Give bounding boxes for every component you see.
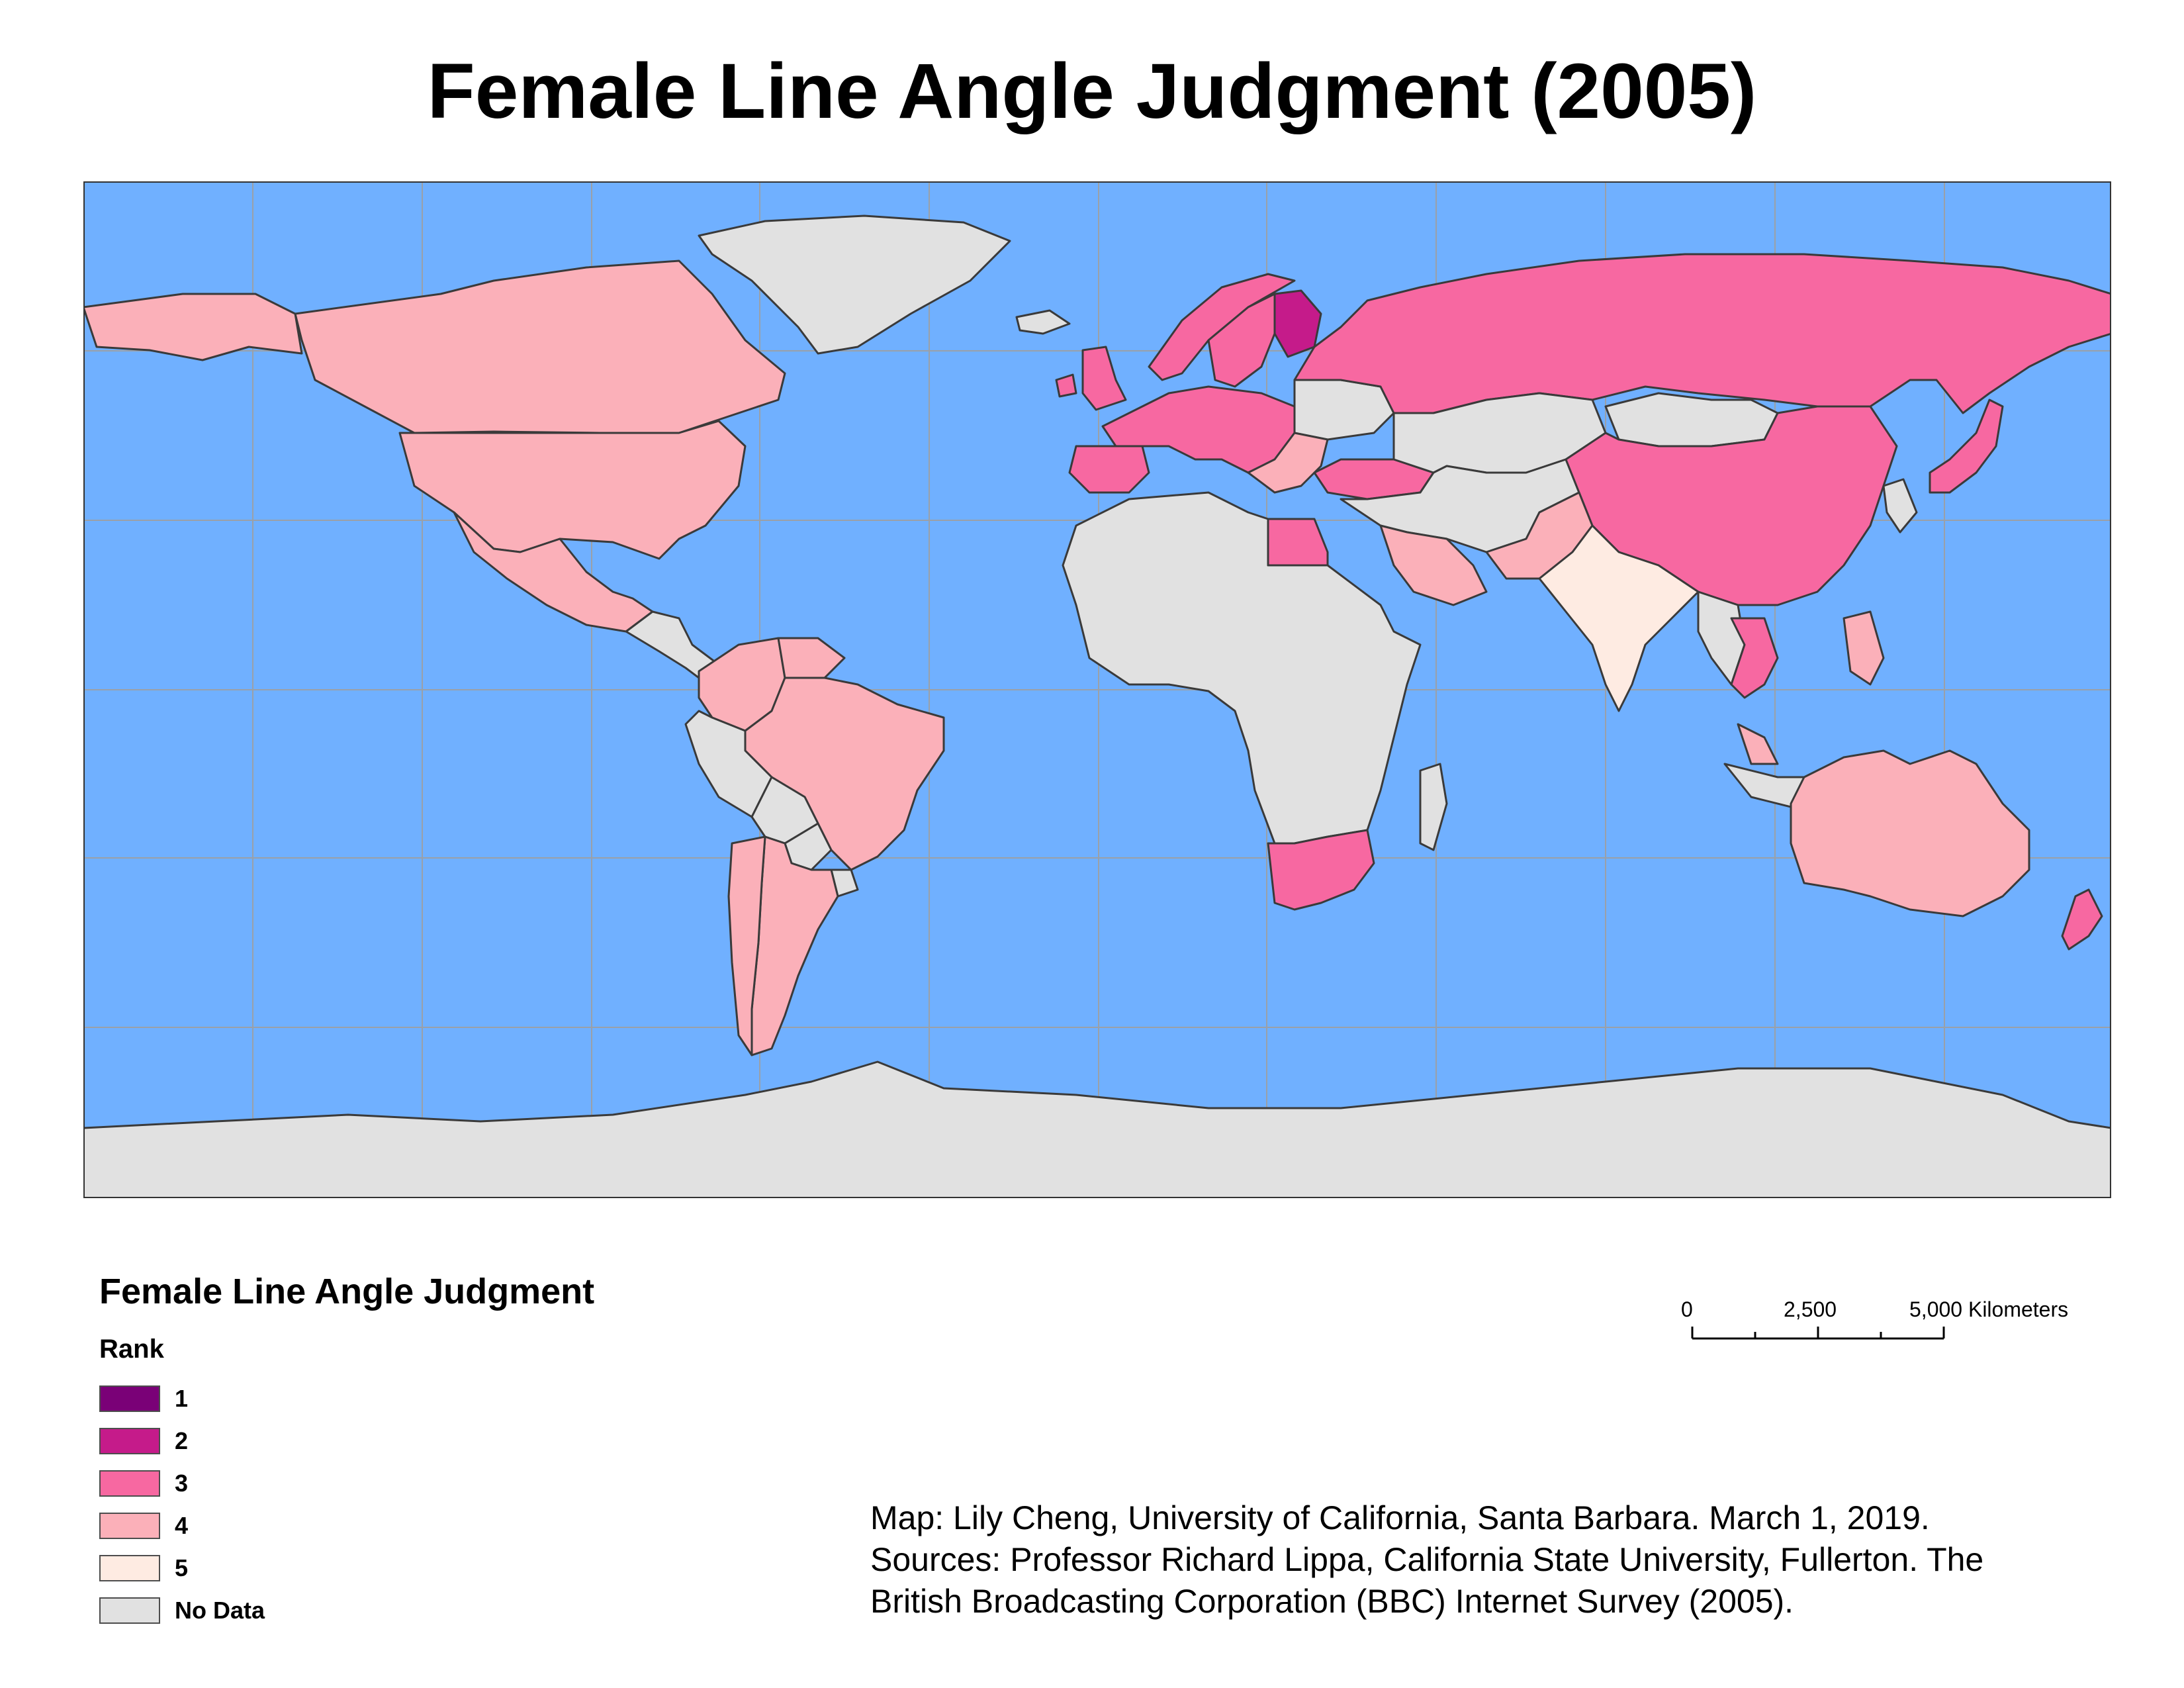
Saudi Arabia[interactable] <box>1379 524 1488 606</box>
Philippines[interactable] <box>1843 610 1885 686</box>
South Africa[interactable] <box>1267 829 1375 911</box>
Venezuela[interactable] <box>777 637 846 679</box>
legend-swatch <box>99 1385 160 1412</box>
Greenland[interactable] <box>698 214 1011 355</box>
Madagascar[interactable] <box>1419 763 1448 851</box>
map-border <box>83 181 2111 1198</box>
Iberia[interactable] <box>1068 445 1150 494</box>
Chile[interactable] <box>727 835 766 1056</box>
Antarctica[interactable] <box>83 1060 2111 1198</box>
Japan[interactable] <box>1929 399 2004 494</box>
Ireland[interactable] <box>1055 373 1077 398</box>
United Kingdom[interactable] <box>1081 346 1127 411</box>
legend: Female Line Angle Judgment Rank 1 2 3 4 … <box>99 1271 594 1632</box>
legend-item-rank-4: 4 <box>99 1505 594 1547</box>
map-title: Female Line Angle Judgment (2005) <box>427 48 1757 135</box>
Iceland[interactable] <box>1015 309 1071 335</box>
legend-swatch <box>99 1597 160 1624</box>
legend-item-rank-1: 1 <box>99 1378 594 1420</box>
credits-line-1: Map: Lily Cheng, University of Californi… <box>870 1499 1930 1536</box>
legend-swatch <box>99 1513 160 1539</box>
Korea[interactable] <box>1882 478 1918 534</box>
legend-swatch <box>99 1470 160 1497</box>
scale-label-0: 0 <box>1681 1297 1693 1321</box>
legend-swatch <box>99 1555 160 1581</box>
Thailand[interactable] <box>1730 617 1779 699</box>
legend-label: No Data <box>175 1597 265 1624</box>
Canada[interactable] <box>294 259 786 434</box>
India[interactable] <box>1538 524 1700 712</box>
legend-swatch <box>99 1428 160 1454</box>
legend-subtitle: Rank <box>99 1335 164 1364</box>
scale-bar: 0 2,500 5,000 Kilometers <box>1681 1297 2068 1350</box>
Balkans[interactable] <box>1247 432 1329 494</box>
Mongolia[interactable] <box>1604 392 1779 447</box>
legend-list: 1 2 3 4 5 No Data <box>99 1378 594 1632</box>
world-map-canvas <box>83 181 2111 1198</box>
scale-label-5000: 5,000 Kilometers <box>1909 1297 2069 1321</box>
New Zealand[interactable] <box>2061 888 2103 951</box>
legend-label: 3 <box>175 1470 189 1497</box>
legend-item-no-data: No Data <box>99 1589 594 1632</box>
legend-label: 1 <box>175 1385 189 1412</box>
Malaysia[interactable] <box>1737 723 1779 765</box>
Australia[interactable] <box>1790 749 2030 917</box>
scale-label-2500: 2,500 <box>1784 1297 1837 1321</box>
map-credits: Map: Lily Cheng, University of Californi… <box>870 1497 2115 1622</box>
credits-line-2: Sources: Professor Richard Lippa, Califo… <box>870 1541 1984 1578</box>
legend-label: 2 <box>175 1427 189 1454</box>
legend-item-rank-5: 5 <box>99 1547 594 1589</box>
Sweden[interactable] <box>1207 293 1276 388</box>
legend-item-rank-2: 2 <box>99 1420 594 1462</box>
Egypt[interactable] <box>1267 518 1329 567</box>
legend-title: Female Line Angle Judgment <box>99 1272 595 1311</box>
world-map[interactable] <box>83 181 2111 1198</box>
scale-bar-ruler <box>1691 1327 1945 1340</box>
legend-label: 5 <box>175 1554 189 1581</box>
Norway[interactable] <box>1148 273 1296 381</box>
legend-item-rank-3: 3 <box>99 1462 594 1505</box>
legend-label: 4 <box>175 1512 189 1539</box>
credits-line-3: British Broadcasting Corporation (BBC) I… <box>870 1583 1794 1620</box>
Mexico[interactable] <box>453 511 654 633</box>
United States[interactable] <box>83 293 303 361</box>
